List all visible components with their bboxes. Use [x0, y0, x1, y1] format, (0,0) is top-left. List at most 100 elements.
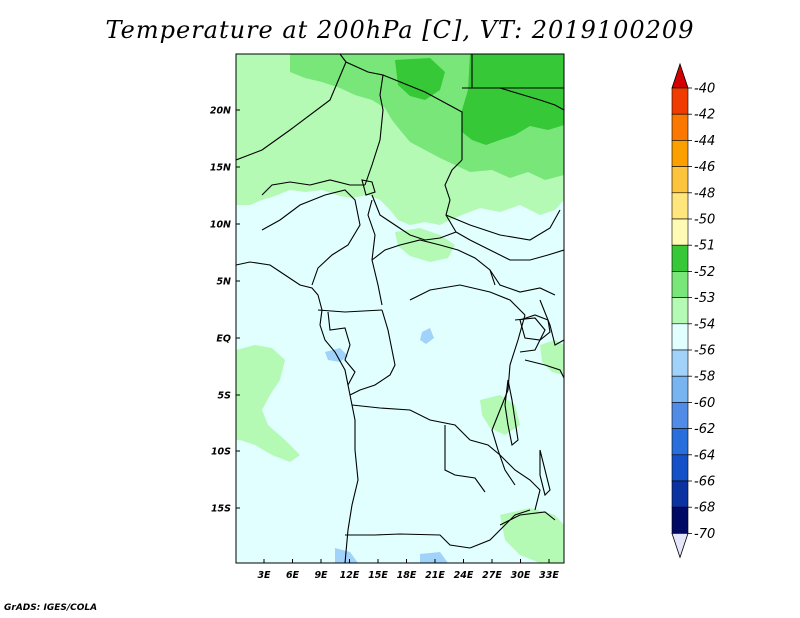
lon-tick-label: 6E	[286, 570, 300, 581]
country-borders	[236, 54, 564, 563]
border-libya-egypt-sudan	[382, 74, 463, 160]
colorbar-swatch	[671, 87, 689, 115]
lat-tick-label: 20N	[210, 106, 231, 117]
map-panel: 20N 15N 10N 5N EQ 5S 10S 15S 3E 6E 9E 12E 15E 18E 21E…	[210, 53, 565, 581]
colorbar-label: -62	[694, 422, 715, 437]
colorbar-swatch	[671, 323, 689, 351]
colorbar-label: -44	[694, 134, 715, 149]
colorbar-label: -52	[694, 265, 715, 280]
border-kenya	[539, 299, 564, 346]
border-gabon	[327, 311, 356, 386]
colorbar-label: -53	[694, 291, 715, 306]
lake-tanganyika	[504, 379, 519, 447]
lat-tick-label: 5S	[218, 391, 232, 402]
colorbar-label: -48	[694, 186, 715, 201]
border-chad-car	[371, 194, 457, 241]
border-congo-drc	[349, 309, 396, 396]
colorbar-label: -56	[694, 344, 715, 359]
colorbar-swatch	[671, 480, 689, 508]
colorbar-label: -58	[694, 370, 715, 385]
longitude-axis: 3E 6E 9E 12E 15E 18E 21E 24E 27E 30E 33E	[257, 559, 559, 581]
border-niger-south	[236, 61, 347, 161]
colorbar-swatch	[671, 428, 689, 456]
colorbar-label: -68	[694, 501, 715, 516]
lake-chad	[361, 179, 376, 196]
coastline-west	[236, 261, 359, 563]
colorbar-swatch	[671, 166, 689, 194]
shade-58-patch-4	[420, 552, 448, 563]
border-car-south	[371, 239, 496, 286]
colorbar-label: -46	[694, 160, 715, 175]
colorbar-label: -60	[694, 396, 715, 411]
lon-tick-label: 18E	[397, 570, 417, 581]
border-sudan-south	[455, 231, 564, 261]
colorbar-label: -54	[694, 317, 715, 332]
colorbar: -40 -42 -44 -46 -48 -50 -51 -52 -53 -54 -56 -58 -60 -…	[671, 62, 715, 559]
colorbar-label: -50	[694, 213, 715, 228]
border-angola-east	[444, 425, 486, 493]
border-angola-north	[351, 404, 471, 441]
colorbar-swatch	[671, 113, 689, 141]
lat-tick-label: 5N	[216, 277, 231, 288]
border-libya-chad	[339, 54, 384, 186]
colorbar-swatch	[671, 271, 689, 298]
border-drc-east	[491, 314, 526, 486]
colorbar-swatch	[671, 506, 689, 534]
colorbar-label: -70	[694, 527, 715, 542]
shaded-fields	[236, 54, 564, 563]
colorbar-swatch	[671, 244, 689, 272]
colorbar-bottom-cap	[671, 533, 689, 559]
lat-tick-label: 10N	[210, 220, 231, 231]
shade-58-patch-3	[335, 548, 358, 563]
shade-52-patch	[395, 58, 445, 100]
lon-tick-label: 33E	[539, 570, 559, 581]
lon-tick-label: 30E	[511, 570, 531, 581]
chart-title: Temperature at 200hPa [C], VT: 201910020…	[105, 16, 695, 44]
border-ethiopia	[445, 209, 561, 241]
shade-54-southeast	[480, 395, 520, 435]
shade-54-southeast-low	[500, 508, 564, 563]
border-zambia-south	[469, 509, 531, 549]
shade-54-patch-center	[395, 228, 455, 262]
colorbar-swatch	[671, 454, 689, 482]
colorbar-swatch	[671, 297, 689, 325]
colorbar-swatch	[671, 140, 689, 167]
colorbar-swatch	[671, 402, 689, 429]
border-uganda	[514, 317, 546, 353]
colorbar-swatch	[671, 192, 689, 220]
lon-tick-label: 24E	[454, 570, 474, 581]
lon-tick-label: 27E	[482, 570, 502, 581]
border-sudan-south-sudan	[489, 269, 556, 296]
colorbar-swatch	[671, 218, 689, 246]
border-chad-sudan	[444, 159, 463, 233]
lon-tick-label: 9E	[314, 570, 328, 581]
colorbar-label: -51	[694, 239, 715, 254]
colorbar-top-cap	[671, 62, 689, 89]
lake-victoria	[519, 314, 551, 341]
border-sudan-east	[499, 87, 564, 111]
colorbar-swatch	[671, 375, 689, 403]
border-angola-south	[345, 533, 471, 549]
border-niger-nigeria	[261, 179, 365, 196]
latitude-axis: 20N 15N 10N 5N EQ 5S 10S 15S	[210, 106, 240, 515]
colorbar-swatch	[671, 349, 689, 377]
shade-52-northeast	[462, 54, 564, 145]
lon-tick-label: 12E	[340, 570, 360, 581]
shade-58-patch-2	[420, 328, 434, 344]
colorbar-label: -66	[694, 475, 715, 490]
lat-tick-label: EQ	[216, 334, 231, 345]
map-frame	[235, 53, 565, 564]
shade-54-east-patch	[540, 340, 564, 375]
border-cameroon-south	[317, 309, 383, 313]
lat-tick-label: 10S	[211, 447, 231, 458]
lon-tick-label: 15E	[368, 570, 388, 581]
border-zambia	[469, 439, 541, 511]
lon-tick-label: 21E	[425, 570, 445, 581]
border-cameroon-east	[367, 199, 383, 306]
lat-tick-label: 15S	[211, 504, 231, 515]
shade-54-southwest	[236, 345, 300, 462]
border-zimbabwe	[499, 511, 556, 526]
colorbar-label: -40	[694, 82, 715, 97]
colorbar-label: -64	[694, 448, 715, 463]
